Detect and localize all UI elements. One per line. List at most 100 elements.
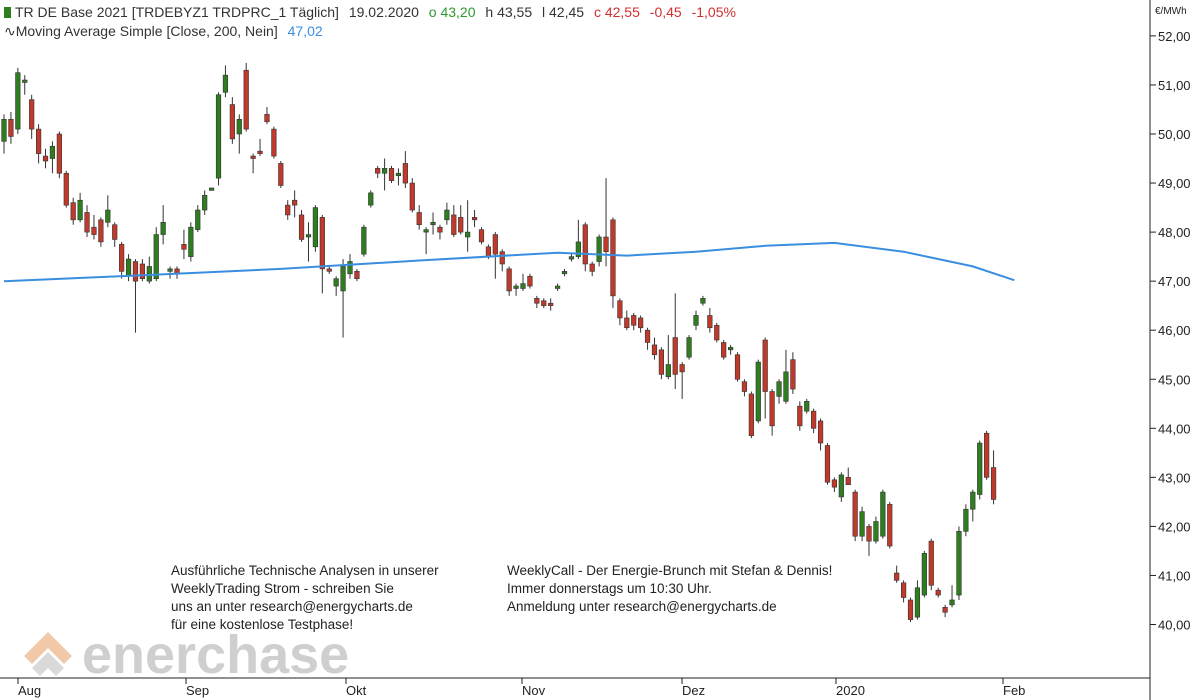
ma-header: ∿Moving Average Simple [Close, 200, Nein… <box>4 23 329 40</box>
candle-down <box>610 219 616 297</box>
candle-down <box>492 234 498 255</box>
candle-up <box>368 192 374 206</box>
candle-down <box>527 275 533 287</box>
candle-up <box>188 226 194 257</box>
candle-up <box>568 256 575 260</box>
candle-down <box>285 204 291 216</box>
candle-down <box>651 344 658 356</box>
candle-down <box>866 526 872 542</box>
y-tick-label: 45,00 <box>1158 372 1191 387</box>
candle-up <box>665 364 671 378</box>
candle-up <box>77 199 83 221</box>
annotation-left-line: für eine kostenlose Testphase! <box>171 617 354 632</box>
candle-down <box>119 244 125 272</box>
candle-down <box>984 432 990 478</box>
candle-up <box>49 145 56 159</box>
candle-up <box>575 241 581 257</box>
candle-down <box>907 599 914 620</box>
candle-down <box>243 69 249 130</box>
candle-down <box>748 393 754 436</box>
candle-up <box>755 361 761 422</box>
candle-up <box>236 118 242 135</box>
candle-down <box>603 236 609 253</box>
candle-down <box>942 607 948 613</box>
candle-down <box>292 199 298 206</box>
y-unit-label: €/MWh <box>1155 6 1187 17</box>
y-axis-ticks: 40,00 41,00 42,00 43,00 44,00 45,00 46,00 47,00… <box>1150 29 1191 633</box>
candle-down <box>471 217 478 221</box>
candle-down <box>451 214 457 235</box>
candle-down <box>250 155 256 159</box>
candle-down <box>589 263 595 272</box>
y-tick-label: 50,00 <box>1158 127 1191 142</box>
candle-down <box>679 364 685 373</box>
candle-up <box>444 209 450 221</box>
candle-down <box>900 582 907 598</box>
candle-down <box>354 271 360 279</box>
candle-down <box>741 381 748 392</box>
candle-down <box>485 246 492 257</box>
candle-up <box>1 118 7 142</box>
candle-down <box>84 212 90 233</box>
candle-up <box>222 74 229 93</box>
candle-down <box>416 212 422 226</box>
candle-down <box>624 317 630 329</box>
candle-up <box>361 226 367 255</box>
candle-down <box>534 298 540 304</box>
candle-down <box>631 315 637 326</box>
candle-down <box>762 339 768 392</box>
candle-down <box>132 261 139 282</box>
candle-up <box>15 72 21 130</box>
candle-up <box>105 209 111 223</box>
candle-up <box>776 381 782 397</box>
y-tick-label: 41,00 <box>1158 568 1191 583</box>
candle-up <box>554 285 561 289</box>
x-axis-ticks: Aug Sep Okt Nov Dez 2020 Feb <box>17 678 1025 698</box>
candle-down <box>458 217 464 233</box>
candle-up <box>921 553 927 596</box>
x-tick-label: Aug <box>18 683 41 698</box>
candle-down <box>29 99 35 130</box>
candle-down <box>298 214 305 240</box>
candle-up <box>381 168 388 174</box>
candle-up <box>859 511 865 537</box>
candle-up <box>914 587 921 618</box>
candle-down <box>56 133 62 174</box>
change-pct-value: -1,05% <box>691 4 736 20</box>
candle-down <box>672 337 678 375</box>
annotation-left-line: uns an unter research@energycharts.de <box>171 599 413 614</box>
annotation-right-line: Immer donnerstags um 10:30 Uhr. <box>507 581 712 596</box>
enerchase-logo-icon <box>24 632 72 676</box>
candle-up <box>22 79 28 83</box>
y-tick-label: 48,00 <box>1158 225 1191 240</box>
candle-up <box>202 195 208 211</box>
y-tick-label: 44,00 <box>1158 421 1191 436</box>
ma-label: Moving Average Simple [Close, 200, Nein] <box>15 23 278 39</box>
x-tick-label: Feb <box>1003 683 1025 698</box>
candle-down <box>887 504 893 547</box>
candle-up <box>970 491 976 510</box>
candle-down <box>229 104 235 140</box>
candle-up <box>312 207 319 248</box>
candle-down <box>894 572 900 581</box>
candle-up <box>209 187 215 191</box>
x-tick-label: Okt <box>346 683 367 698</box>
candle-up <box>783 371 789 402</box>
candle-up <box>347 261 353 275</box>
candle-up <box>465 231 471 238</box>
candle-down <box>638 317 644 329</box>
candle-up <box>340 266 346 292</box>
candle-down <box>714 324 720 341</box>
y-tick-label: 52,00 <box>1158 29 1191 44</box>
candle-up <box>596 236 602 262</box>
low-value: l 42,45 <box>542 4 585 20</box>
candle-up <box>513 285 519 289</box>
annotation-right-line: WeeklyCall - Der Energie-Brunch mit Stef… <box>507 563 833 578</box>
y-tick-label: 47,00 <box>1158 274 1191 289</box>
candle-down <box>790 359 796 390</box>
ma-icon: ∿ <box>4 23 16 39</box>
annotation-right-line: Anmeldung unter research@energycharts.de <box>507 599 777 614</box>
x-tick-label: Dez <box>682 683 705 698</box>
x-tick-label: 2020 <box>836 683 865 698</box>
